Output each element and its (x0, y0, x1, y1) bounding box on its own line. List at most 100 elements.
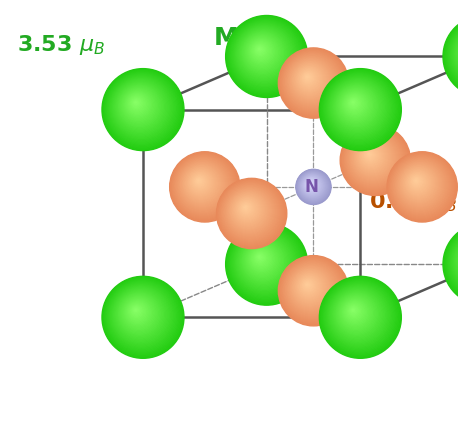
Circle shape (244, 242, 281, 279)
Circle shape (128, 96, 146, 113)
Circle shape (109, 76, 174, 142)
Circle shape (351, 308, 356, 313)
Circle shape (285, 262, 339, 317)
Circle shape (392, 157, 450, 215)
Circle shape (218, 180, 285, 247)
Circle shape (411, 177, 422, 188)
Circle shape (355, 141, 389, 175)
Circle shape (253, 251, 268, 266)
Circle shape (392, 157, 451, 216)
Circle shape (107, 75, 177, 144)
Circle shape (290, 60, 332, 103)
Circle shape (341, 127, 410, 195)
Circle shape (250, 40, 273, 63)
Circle shape (105, 73, 179, 147)
Circle shape (309, 182, 313, 187)
Circle shape (443, 17, 474, 98)
Circle shape (255, 46, 264, 55)
Circle shape (338, 296, 374, 331)
Circle shape (352, 137, 394, 180)
Circle shape (350, 100, 357, 107)
Circle shape (330, 288, 386, 343)
Circle shape (322, 72, 398, 148)
FancyArrow shape (244, 198, 259, 226)
Circle shape (249, 247, 274, 272)
Circle shape (278, 49, 348, 119)
Circle shape (460, 33, 474, 75)
Circle shape (454, 234, 474, 290)
Circle shape (348, 98, 359, 109)
Circle shape (224, 187, 275, 238)
Circle shape (123, 90, 154, 121)
Circle shape (358, 144, 385, 170)
Circle shape (287, 265, 336, 314)
Circle shape (463, 244, 474, 277)
Circle shape (191, 173, 210, 193)
Circle shape (447, 20, 474, 93)
Circle shape (445, 225, 474, 303)
Circle shape (234, 196, 262, 225)
Circle shape (450, 23, 474, 89)
Circle shape (178, 161, 228, 210)
Circle shape (393, 159, 448, 213)
Circle shape (115, 82, 166, 133)
Circle shape (335, 85, 379, 129)
Circle shape (453, 233, 474, 291)
Circle shape (307, 181, 315, 189)
Circle shape (459, 239, 474, 283)
Circle shape (254, 252, 267, 265)
Circle shape (361, 147, 381, 166)
Circle shape (349, 135, 398, 184)
Circle shape (180, 162, 226, 208)
Circle shape (455, 235, 474, 289)
Circle shape (116, 83, 164, 131)
Circle shape (308, 182, 314, 187)
Circle shape (296, 274, 323, 300)
Circle shape (255, 253, 266, 264)
Circle shape (257, 255, 262, 260)
Circle shape (126, 301, 149, 324)
Circle shape (124, 298, 153, 328)
Circle shape (226, 17, 308, 98)
Circle shape (460, 34, 474, 73)
Circle shape (298, 68, 321, 91)
Circle shape (366, 152, 374, 159)
Circle shape (329, 79, 387, 137)
Circle shape (362, 147, 380, 165)
Circle shape (401, 167, 437, 202)
Circle shape (450, 24, 474, 87)
Circle shape (295, 66, 324, 94)
Circle shape (299, 69, 319, 89)
Circle shape (110, 285, 172, 346)
Circle shape (450, 230, 474, 296)
Circle shape (352, 138, 393, 178)
Circle shape (175, 158, 232, 214)
Circle shape (283, 54, 341, 112)
Circle shape (176, 159, 231, 213)
Circle shape (444, 17, 474, 97)
Circle shape (303, 177, 321, 195)
Circle shape (351, 137, 395, 181)
FancyArrow shape (306, 275, 321, 303)
Text: Mn(II): Mn(II) (369, 161, 453, 185)
Circle shape (246, 36, 279, 69)
Circle shape (338, 89, 374, 124)
Circle shape (326, 76, 392, 142)
Circle shape (303, 74, 313, 83)
Circle shape (173, 156, 235, 217)
Circle shape (340, 126, 410, 196)
Circle shape (113, 288, 168, 343)
Circle shape (307, 181, 315, 189)
Circle shape (458, 32, 474, 77)
Circle shape (332, 82, 383, 133)
Circle shape (228, 19, 304, 95)
Circle shape (122, 296, 155, 330)
Circle shape (120, 295, 158, 332)
Circle shape (125, 93, 150, 118)
Circle shape (310, 184, 311, 185)
Circle shape (284, 262, 340, 318)
Circle shape (353, 310, 354, 311)
Circle shape (104, 278, 182, 356)
Circle shape (322, 279, 398, 355)
Circle shape (115, 290, 165, 340)
